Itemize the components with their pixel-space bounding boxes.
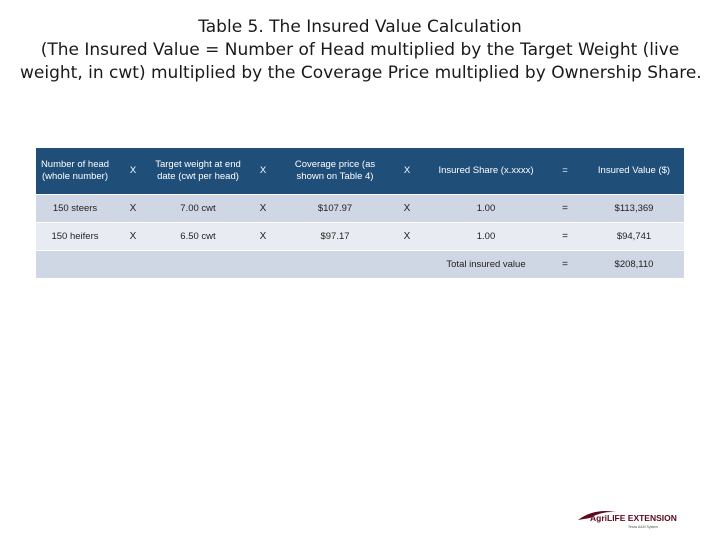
cell-target-weight: 7.00 cwt bbox=[152, 195, 244, 223]
table-row: 150 steers X 7.00 cwt X $107.97 X 1.00 =… bbox=[36, 195, 684, 223]
table-row: 150 heifers X 6.50 cwt X $97.17 X 1.00 =… bbox=[36, 223, 684, 251]
cell-equals: = bbox=[546, 223, 584, 251]
header-coverage-price: Coverage price (as shown on Table 4) bbox=[282, 148, 388, 195]
total-label: Total insured value bbox=[426, 251, 546, 279]
total-row-spacer bbox=[36, 251, 426, 279]
cell-multiply: X bbox=[244, 195, 282, 223]
cell-coverage-price: $97.17 bbox=[282, 223, 388, 251]
title-line-3: weight, in cwt) multiplied by the Covera… bbox=[20, 63, 702, 83]
cell-insured-value: $94,741 bbox=[584, 223, 684, 251]
insured-value-table: Number of head (whole number) X Target w… bbox=[36, 148, 684, 279]
header-insured-share: Insured Share (x.xxxx) bbox=[426, 148, 546, 195]
header-row: Number of head (whole number) X Target w… bbox=[36, 148, 684, 195]
header-multiply-2: X bbox=[244, 148, 282, 195]
header-number-of-head: Number of head (whole number) bbox=[36, 148, 114, 195]
logo-brand-text: AgriLIFE EXTENSION bbox=[590, 513, 677, 523]
logo-sub-text: Texas A&M System bbox=[628, 525, 658, 529]
cell-target-weight: 6.50 cwt bbox=[152, 223, 244, 251]
table-title: Table 5. The Insured Value Calculation (… bbox=[20, 16, 702, 85]
cell-insured-value: $113,369 bbox=[584, 195, 684, 223]
cell-insured-share: 1.00 bbox=[426, 195, 546, 223]
header-multiply-3: X bbox=[388, 148, 426, 195]
header-equals: = bbox=[546, 148, 584, 195]
header-insured-value: Insured Value ($) bbox=[584, 148, 684, 195]
cell-multiply: X bbox=[114, 223, 152, 251]
cell-multiply: X bbox=[388, 195, 426, 223]
header-target-weight: Target weight at end date (cwt per head) bbox=[152, 148, 244, 195]
cell-equals: = bbox=[546, 195, 584, 223]
title-line-1: Table 5. The Insured Value Calculation bbox=[198, 17, 522, 37]
cell-multiply: X bbox=[114, 195, 152, 223]
cell-multiply: X bbox=[388, 223, 426, 251]
cell-insured-share: 1.00 bbox=[426, 223, 546, 251]
total-equals: = bbox=[546, 251, 584, 279]
cell-multiply: X bbox=[244, 223, 282, 251]
total-row: Total insured value = $208,110 bbox=[36, 251, 684, 279]
header-multiply-1: X bbox=[114, 148, 152, 195]
cell-number-of-head: 150 heifers bbox=[36, 223, 114, 251]
logo-swoosh-icon bbox=[578, 511, 616, 520]
cell-coverage-price: $107.97 bbox=[282, 195, 388, 223]
agrilife-extension-logo: AgriLIFE EXTENSION Texas A&M System bbox=[578, 511, 677, 529]
title-line-2: (The Insured Value = Number of Head mult… bbox=[40, 40, 680, 60]
total-value: $208,110 bbox=[584, 251, 684, 279]
cell-number-of-head: 150 steers bbox=[36, 195, 114, 223]
